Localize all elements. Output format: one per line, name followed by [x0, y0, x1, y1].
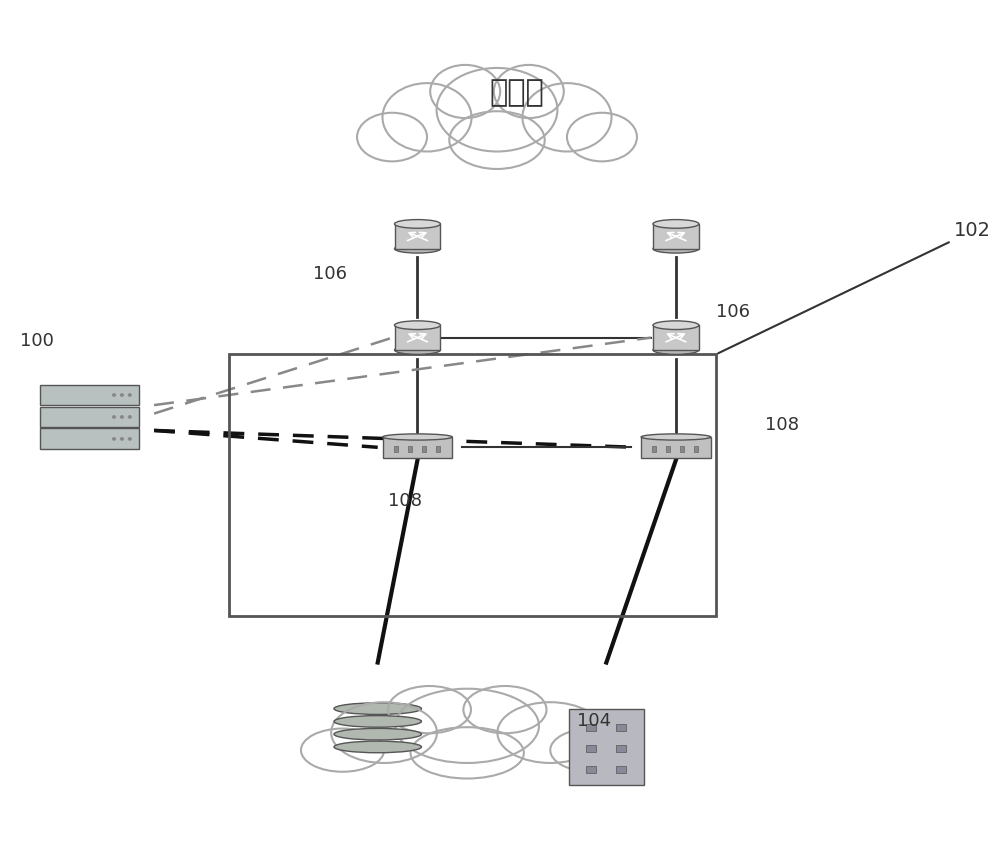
Bar: [408, 446, 412, 452]
Ellipse shape: [411, 728, 524, 778]
Ellipse shape: [494, 65, 564, 118]
Circle shape: [121, 416, 123, 418]
Circle shape: [128, 394, 131, 396]
Text: 108: 108: [765, 416, 799, 435]
Text: 108: 108: [388, 492, 422, 511]
Ellipse shape: [497, 702, 603, 763]
Circle shape: [113, 416, 115, 418]
Ellipse shape: [550, 728, 633, 771]
Bar: [616, 724, 626, 731]
Ellipse shape: [334, 728, 421, 740]
Ellipse shape: [383, 434, 452, 440]
Circle shape: [121, 394, 123, 396]
Circle shape: [128, 438, 131, 440]
Text: 100: 100: [20, 332, 54, 350]
Ellipse shape: [334, 703, 421, 714]
Bar: [394, 446, 398, 452]
Bar: [616, 766, 626, 773]
Bar: [383, 437, 452, 457]
Bar: [586, 724, 596, 731]
Ellipse shape: [430, 65, 500, 118]
Bar: [569, 709, 644, 785]
Ellipse shape: [334, 741, 421, 753]
Bar: [586, 766, 596, 773]
Bar: [616, 745, 626, 752]
Text: 106: 106: [716, 302, 750, 321]
Circle shape: [113, 438, 115, 440]
Bar: [666, 446, 670, 452]
Bar: [694, 446, 698, 452]
Ellipse shape: [395, 321, 440, 329]
Bar: [653, 224, 699, 249]
Ellipse shape: [653, 346, 699, 354]
Ellipse shape: [449, 111, 545, 169]
Bar: [653, 325, 699, 350]
Bar: [395, 325, 440, 350]
Ellipse shape: [522, 83, 612, 152]
Ellipse shape: [653, 219, 699, 228]
Ellipse shape: [395, 245, 440, 253]
Ellipse shape: [331, 702, 437, 763]
Ellipse shape: [567, 113, 637, 161]
Ellipse shape: [463, 686, 547, 733]
Bar: [40, 429, 139, 449]
Bar: [395, 224, 440, 249]
Bar: [422, 446, 426, 452]
Bar: [40, 407, 139, 427]
Ellipse shape: [334, 716, 421, 728]
Bar: [229, 354, 716, 616]
Circle shape: [128, 416, 131, 418]
Bar: [680, 446, 684, 452]
Ellipse shape: [653, 321, 699, 329]
Ellipse shape: [395, 346, 440, 354]
Text: 102: 102: [718, 221, 991, 354]
Text: 互联网: 互联网: [490, 78, 544, 107]
Bar: [436, 446, 440, 452]
Bar: [652, 446, 656, 452]
Bar: [641, 437, 711, 457]
Ellipse shape: [653, 245, 699, 253]
Ellipse shape: [641, 434, 711, 440]
Text: 104: 104: [577, 711, 611, 730]
Text: 106: 106: [313, 264, 347, 283]
Circle shape: [113, 394, 115, 396]
Bar: [40, 385, 139, 405]
Ellipse shape: [388, 686, 471, 733]
Bar: [586, 745, 596, 752]
Ellipse shape: [395, 219, 440, 228]
Circle shape: [121, 438, 123, 440]
Ellipse shape: [357, 113, 427, 161]
Ellipse shape: [382, 83, 472, 152]
Ellipse shape: [395, 689, 539, 763]
Ellipse shape: [301, 728, 384, 771]
Ellipse shape: [437, 68, 557, 152]
